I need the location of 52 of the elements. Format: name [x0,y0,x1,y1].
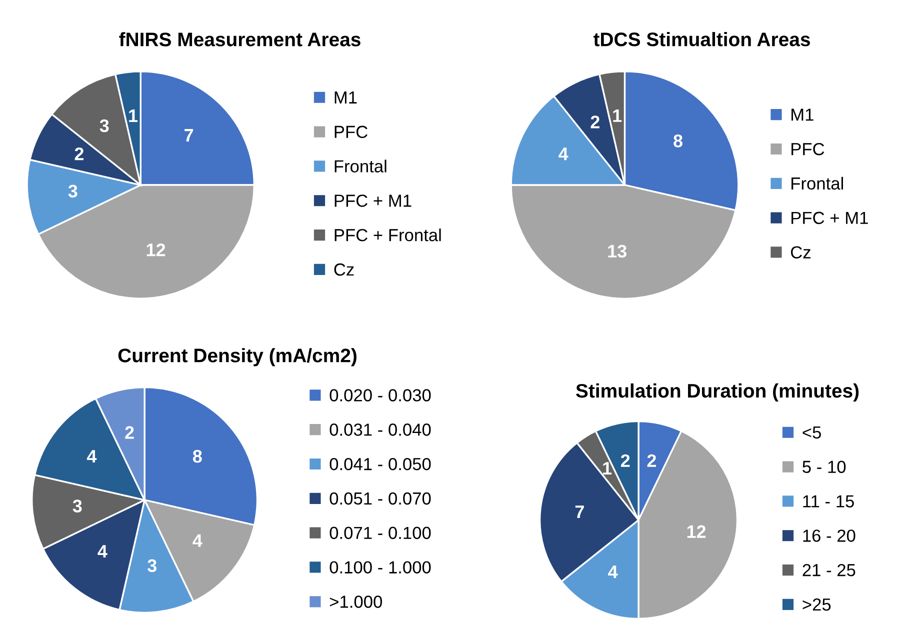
legend-label: Cz [790,246,810,258]
legend-label: 0.041 - 0.050 [330,458,431,470]
data-label: 12 [146,244,166,256]
legend-label: PFC [334,126,368,138]
data-label: 12 [687,525,706,538]
legend-label: PFC + M1 [792,212,868,224]
data-label: 2 [74,147,84,160]
data-label: 4 [86,450,97,463]
legend-label: 21 - 25 [802,564,856,576]
legend-label: 5 - 10 [802,460,846,474]
legend-label: 0.031 - 0.040 [330,424,431,436]
data-label: 3 [72,500,82,512]
data-label: 4 [608,566,618,578]
legend-label: 0.100 - 1.000 [330,561,431,574]
data-label: 3 [68,184,78,198]
legend-label: >1.000 [330,596,382,608]
data-label: 2 [620,454,630,467]
chart-title: tDCS Stimualtion Areas [593,32,810,46]
legend-label: 0.071 - 0.100 [330,526,431,540]
legend-label: Frontal [334,160,386,172]
legend-label: PFC + M1 [334,194,412,207]
data-label: 8 [674,134,682,148]
data-label: 3 [148,559,156,572]
data-label: 13 [608,244,626,258]
data-label: 1 [603,462,612,475]
chart-title: Current Density (mA/cm2) [118,348,356,366]
chart-title: Stimulation Duration (minutes) [576,383,859,402]
legend-label: >25 [802,598,831,611]
data-label: 7 [575,506,584,518]
legend-label: Frontal [792,176,843,190]
legend-label: 0.020 - 0.030 [330,389,431,402]
data-label: 2 [590,116,600,128]
legend-label: PFC + Frontal [334,228,441,242]
legend-label: <5 [802,426,821,439]
data-label: 2 [647,454,656,467]
data-label: 1 [129,110,138,122]
data-label: 7 [184,129,194,142]
data-label: 4 [98,545,108,558]
legend-label: 11 - 15 [803,495,854,508]
data-label: 8 [192,450,202,463]
legend-label: PFC [792,142,824,156]
data-label: 3 [100,119,109,132]
legend-label: M1 [792,108,814,121]
data-label: 4 [558,148,568,160]
legend-label: 16 - 20 [803,530,856,542]
chart-title: fNIRS Measurement Areas [119,32,360,46]
legend-label: 0.051 - 0.070 [330,492,431,505]
data-label: 2 [125,426,134,439]
data-label: 1 [613,109,622,122]
data-label: 4 [192,534,202,547]
legend-label: Cz [334,263,354,276]
legend-label: M1 [334,92,357,104]
